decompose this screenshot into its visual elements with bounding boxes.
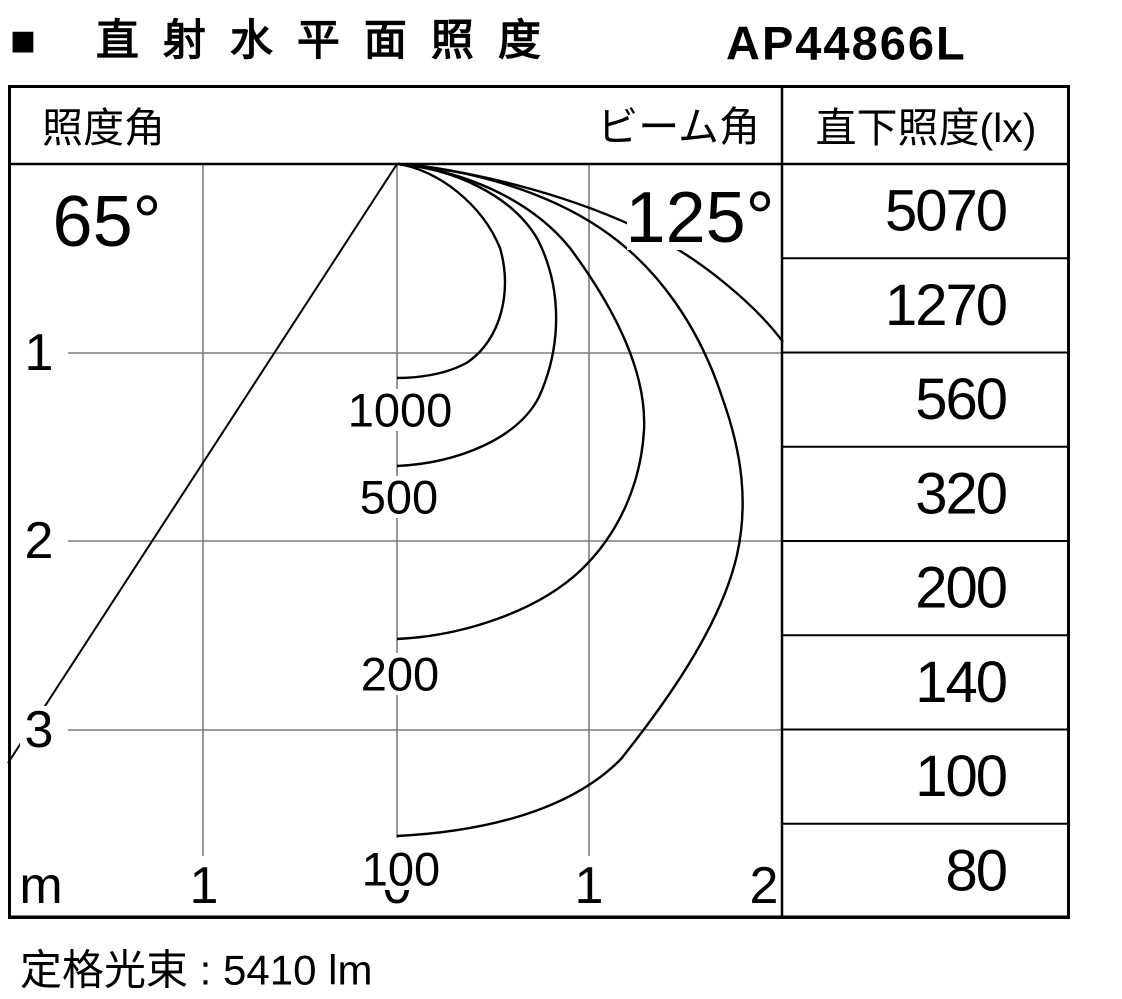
label-mask-y-tick-3: [20, 706, 62, 758]
header-beam-angle: ビーム角: [597, 104, 760, 150]
illuminance-angle-label: 65°: [53, 182, 162, 262]
isolux-curve-500: [396, 162, 558, 468]
beam-angle-label: 125°: [626, 178, 775, 258]
table-value-1270: 1270: [885, 273, 1006, 338]
table-value-80: 80: [945, 838, 1006, 903]
label-mask-curve-label-500: [356, 476, 444, 518]
table-value-100: 100: [915, 744, 1006, 809]
table-value-200: 200: [915, 556, 1006, 621]
isolux-value-label-1000: 1000: [348, 384, 453, 437]
label-mask-curve-label-100: [358, 849, 445, 890]
table-value-560: 560: [915, 367, 1006, 432]
y-axis-tick: 3: [25, 701, 54, 759]
isolux-value-label-500: 500: [360, 471, 438, 524]
label-mask-curve-label-200: [356, 653, 444, 695]
chart-labels: 1000 500 200 100 65° 125° m 1 1 2 1 2 3: [19, 178, 778, 915]
illuminance-angle-line: [7, 163, 398, 764]
illuminance-table: 5070 1270 560 320 200 140 100 80: [783, 179, 1069, 903]
x-axis-tick: 1: [190, 857, 219, 915]
chart-gridlines: [68, 165, 781, 856]
isolux-value-label-200: 200: [361, 648, 439, 701]
table-value-320: 320: [915, 461, 1006, 526]
x-axis-tick: m: [19, 857, 62, 915]
label-mask-beam-angle-label: [627, 186, 775, 250]
model-number: AP44866L: [726, 17, 967, 70]
table-frame: [8, 85, 1070, 919]
header-direct-illuminance: 直下照度(lx): [816, 105, 1037, 151]
isolux-curve-100: [396, 162, 744, 838]
x-axis-tick: 1: [575, 857, 604, 915]
x-axis-tick: 2: [750, 857, 779, 915]
rated-flux-note: 定格光束 : 5410 lm: [20, 947, 372, 994]
page-title: ■ 直射水平面照度: [10, 17, 565, 65]
isolux-curves: [7, 162, 784, 838]
table-value-5070: 5070: [885, 179, 1006, 244]
isolux-value-label-100: 100: [362, 843, 440, 896]
isolux-curve-200: [396, 162, 646, 641]
label-mask-curve-label-1000: [345, 389, 455, 431]
isolux-curve-1000: [396, 162, 507, 380]
label-masks: [20, 186, 775, 890]
y-axis-tick: 2: [25, 512, 54, 570]
header-illuminance-angle: 照度角: [42, 105, 165, 151]
table-value-140: 140: [915, 650, 1006, 715]
y-axis-tick: 1: [25, 324, 54, 382]
